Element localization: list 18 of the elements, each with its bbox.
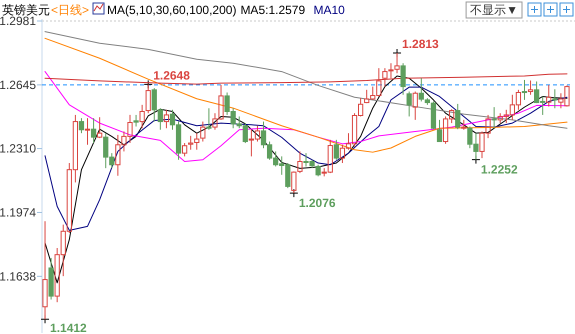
- text: MA10: [313, 3, 346, 17]
- legend-title: MA(5,10,30,60,100,200): [107, 3, 236, 17]
- line-series: [44, 38, 568, 153]
- y-tick-label: 1.1974: [0, 205, 36, 220]
- chart-title: 英镑美元: [2, 3, 50, 17]
- annotation: 1.2076: [298, 196, 336, 210]
- y-tick-label: 1.2981: [0, 14, 36, 28]
- annotation: 1.2648: [153, 68, 190, 82]
- y-tick-label: 1.2310: [0, 142, 36, 156]
- text: 不显示▼: [470, 3, 518, 17]
- annotation: 1.2252: [480, 162, 518, 177]
- y-tick-label: 1.2645: [0, 78, 36, 92]
- annotation: 1.2813: [402, 36, 440, 51]
- chart-subtitle: <日线>: [51, 3, 90, 17]
- line-series: [44, 31, 568, 129]
- y-tick-label: 1.1638: [0, 269, 36, 284]
- annotation: 1.1412: [50, 321, 88, 334]
- text: MA5:1.2579: [240, 3, 306, 17]
